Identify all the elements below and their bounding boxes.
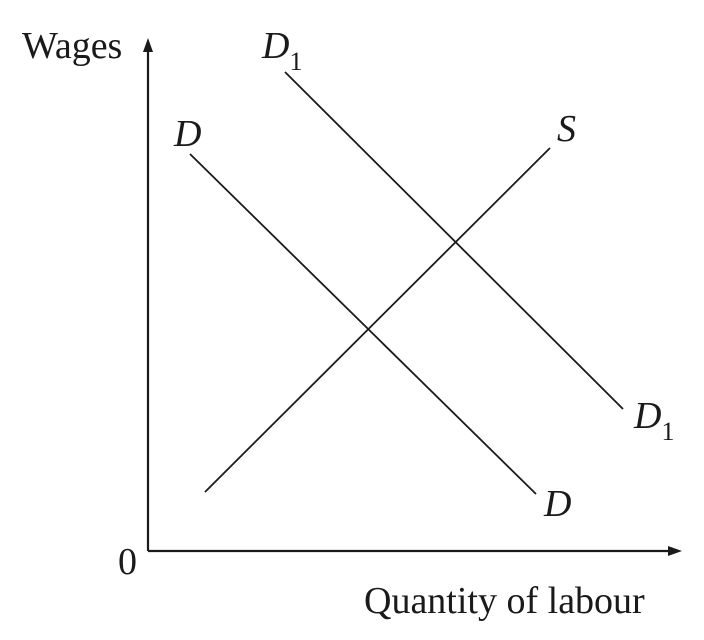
demand-label-bottom: D bbox=[543, 483, 571, 525]
demand-shifted-curve bbox=[284, 71, 624, 410]
demand-shifted-letter: D bbox=[261, 25, 289, 67]
supply-curve bbox=[204, 147, 551, 493]
demand-curve bbox=[189, 153, 537, 495]
demand-shifted-subscript: 1 bbox=[661, 417, 674, 446]
x-axis-label: Quantity of labour bbox=[364, 580, 645, 622]
demand-shifted-letter: D bbox=[633, 395, 661, 437]
demand-shifted-subscript: 1 bbox=[289, 47, 302, 76]
demand-label-top: D bbox=[173, 113, 201, 155]
demand-shifted-label-bottom: D1 bbox=[633, 395, 674, 446]
demand-shifted-label-top: D1 bbox=[261, 25, 302, 76]
origin-label: 0 bbox=[118, 541, 137, 583]
supply-label: S bbox=[557, 108, 576, 150]
y-axis-label: Wages bbox=[22, 25, 122, 67]
